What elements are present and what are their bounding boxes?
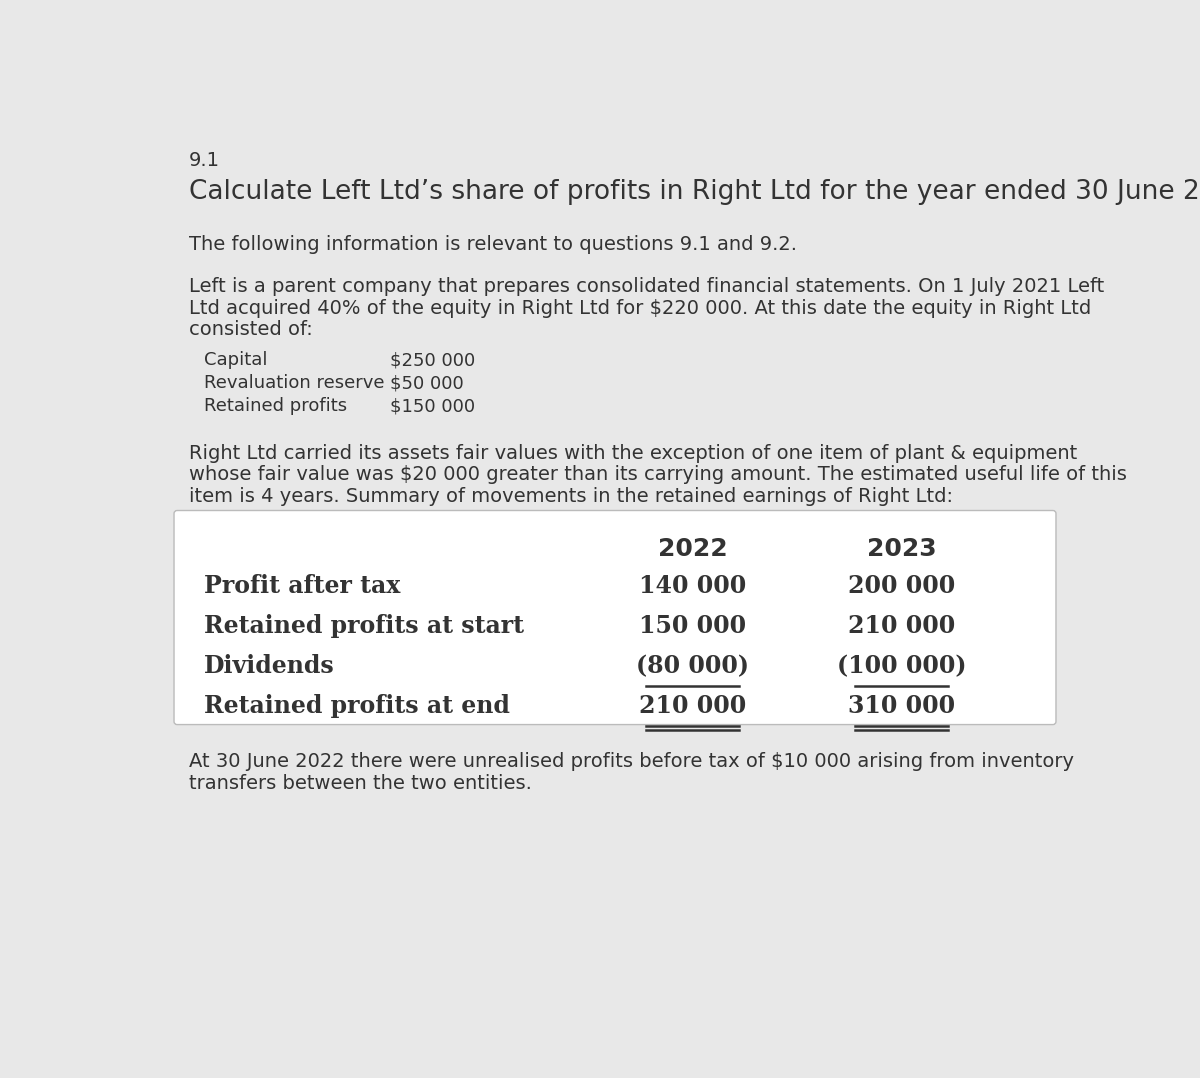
Text: 9.1: 9.1 (188, 151, 220, 170)
Text: (80 000): (80 000) (636, 653, 749, 678)
Text: item is 4 years. Summary of movements in the retained earnings of Right Ltd:: item is 4 years. Summary of movements in… (188, 486, 953, 506)
Text: Retained profits at start: Retained profits at start (204, 613, 524, 638)
Text: consisted of:: consisted of: (188, 320, 312, 340)
Text: Capital: Capital (204, 351, 268, 369)
Text: Calculate Left Ltd’s share of profits in Right Ltd for the year ended 30 June 20: Calculate Left Ltd’s share of profits in… (188, 179, 1200, 205)
Text: Revaluation reserve: Revaluation reserve (204, 374, 385, 392)
Text: Left is a parent company that prepares consolidated financial statements. On 1 J: Left is a parent company that prepares c… (188, 277, 1104, 296)
Text: 310 000: 310 000 (848, 694, 955, 718)
Text: 2023: 2023 (866, 537, 936, 561)
Text: Retained profits: Retained profits (204, 398, 347, 415)
Text: $150 000: $150 000 (390, 398, 475, 415)
Text: Retained profits at end: Retained profits at end (204, 694, 510, 718)
Text: 210 000: 210 000 (848, 613, 955, 638)
Text: 140 000: 140 000 (638, 573, 746, 597)
Text: At 30 June 2022 there were unrealised profits before tax of $10 000 arising from: At 30 June 2022 there were unrealised pr… (188, 752, 1074, 771)
Text: whose fair value was $20 000 greater than its carrying amount. The estimated use: whose fair value was $20 000 greater tha… (188, 465, 1127, 484)
Text: 150 000: 150 000 (638, 613, 746, 638)
FancyBboxPatch shape (174, 511, 1056, 724)
Text: $250 000: $250 000 (390, 351, 475, 369)
Text: 210 000: 210 000 (638, 694, 746, 718)
Text: Ltd acquired 40% of the equity in Right Ltd for $220 000. At this date the equit: Ltd acquired 40% of the equity in Right … (188, 299, 1091, 318)
Text: 200 000: 200 000 (848, 573, 955, 597)
Text: (100 000): (100 000) (838, 653, 966, 678)
Text: Dividends: Dividends (204, 653, 335, 678)
Text: transfers between the two entities.: transfers between the two entities. (188, 774, 532, 792)
Text: $50 000: $50 000 (390, 374, 464, 392)
Text: The following information is relevant to questions 9.1 and 9.2.: The following information is relevant to… (188, 235, 797, 253)
Text: Right Ltd carried its assets fair values with the exception of one item of plant: Right Ltd carried its assets fair values… (188, 443, 1078, 462)
Text: Profit after tax: Profit after tax (204, 573, 401, 597)
Text: 2022: 2022 (658, 537, 727, 561)
